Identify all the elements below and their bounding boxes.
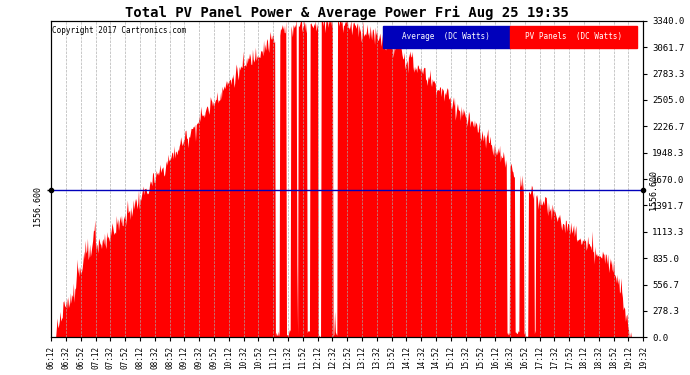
Text: PV Panels  (DC Watts): PV Panels (DC Watts): [525, 32, 622, 41]
Title: Total PV Panel Power & Average Power Fri Aug 25 19:35: Total PV Panel Power & Average Power Fri…: [126, 6, 569, 20]
Text: Average  (DC Watts): Average (DC Watts): [402, 32, 491, 41]
FancyBboxPatch shape: [510, 26, 638, 48]
Text: Copyright 2017 Cartronics.com: Copyright 2017 Cartronics.com: [52, 26, 186, 34]
Text: 1556.600: 1556.600: [649, 170, 658, 210]
FancyBboxPatch shape: [383, 26, 510, 48]
